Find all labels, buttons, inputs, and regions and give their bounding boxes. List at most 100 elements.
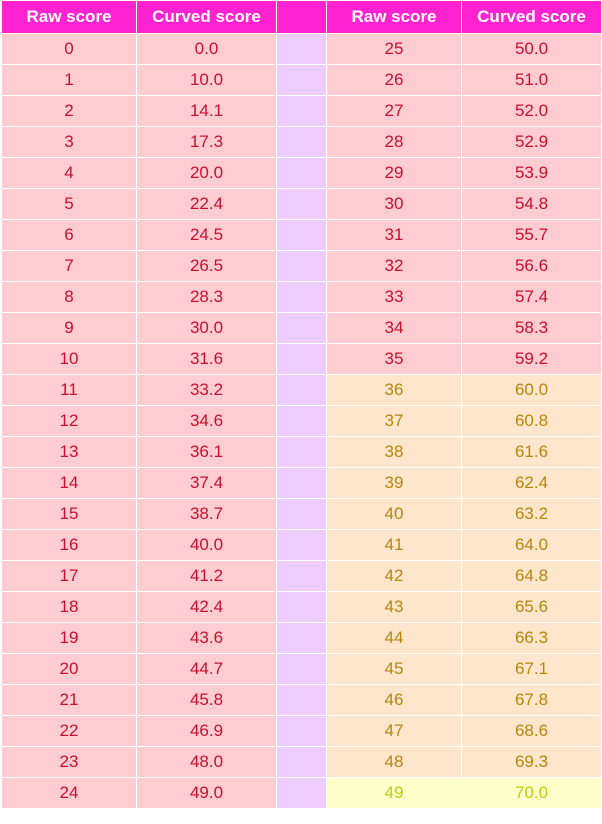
raw-score-cell-right: 48 bbox=[326, 746, 462, 778]
column-divider bbox=[276, 498, 327, 530]
raw-score-cell-left: 11 bbox=[1, 374, 137, 406]
table-row: 18 42.4 43 65.6 bbox=[1, 591, 602, 623]
table-row: 21 45.8 46 67.8 bbox=[1, 684, 602, 716]
curved-score-cell-right: 65.6 bbox=[461, 591, 602, 623]
curved-score-cell-right: 57.4 bbox=[461, 281, 602, 313]
curved-score-cell-right: 52.0 bbox=[461, 95, 602, 127]
table-row: 13 36.1 38 61.6 bbox=[1, 436, 602, 468]
curved-score-cell-right: 60.8 bbox=[461, 405, 602, 437]
table-row: 4 20.0 29 53.9 bbox=[1, 157, 602, 189]
curved-score-cell-right: 60.0 bbox=[461, 374, 602, 406]
curved-score-cell-right: 50.0 bbox=[461, 33, 602, 65]
curved-score-cell-right: 55.7 bbox=[461, 219, 602, 251]
curved-score-cell-right: 58.3 bbox=[461, 312, 602, 344]
raw-score-cell-right: 29 bbox=[326, 157, 462, 189]
column-divider bbox=[276, 746, 327, 778]
curved-score-cell-right: 68.6 bbox=[461, 715, 602, 747]
curved-score-cell-left: 45.8 bbox=[136, 684, 277, 716]
curved-score-cell-right: 52.9 bbox=[461, 126, 602, 158]
raw-score-cell-left: 2 bbox=[1, 95, 137, 127]
curved-score-cell-right: 51.0 bbox=[461, 64, 602, 96]
curved-score-cell-right: 64.0 bbox=[461, 529, 602, 561]
curved-score-cell-left: 20.0 bbox=[136, 157, 277, 189]
table-row: 1 10.0 26 51.0 bbox=[1, 64, 602, 96]
curved-score-cell-left: 31.6 bbox=[136, 343, 277, 375]
column-divider bbox=[276, 157, 327, 189]
curved-score-header-right: Curved score bbox=[461, 0, 602, 34]
table-row: 8 28.3 33 57.4 bbox=[1, 281, 602, 313]
curved-score-cell-left: 14.1 bbox=[136, 95, 277, 127]
column-divider bbox=[276, 436, 327, 468]
column-divider bbox=[276, 405, 327, 437]
raw-score-cell-right: 36 bbox=[326, 374, 462, 406]
raw-score-cell-right: 43 bbox=[326, 591, 462, 623]
table-row: 3 17.3 28 52.9 bbox=[1, 126, 602, 158]
raw-score-cell-left: 7 bbox=[1, 250, 137, 282]
raw-score-cell-right: 41 bbox=[326, 529, 462, 561]
raw-score-cell-right: 49 bbox=[326, 777, 462, 809]
curved-score-cell-right: 66.3 bbox=[461, 622, 602, 654]
table-row: 0 0.0 25 50.0 bbox=[1, 33, 602, 65]
curved-score-cell-left: 26.5 bbox=[136, 250, 277, 282]
raw-score-cell-right: 28 bbox=[326, 126, 462, 158]
table-body: 0 0.0 25 50.0 1 10.0 26 51.0 2 14.1 27 52.0 3 17.3 28 5… bbox=[1, 33, 602, 809]
curved-score-cell-right: 64.8 bbox=[461, 560, 602, 592]
curved-score-cell-right: 53.9 bbox=[461, 157, 602, 189]
column-divider bbox=[276, 622, 327, 654]
table-row: 23 48.0 48 69.3 bbox=[1, 746, 602, 778]
curved-score-cell-right: 69.3 bbox=[461, 746, 602, 778]
raw-score-cell-left: 5 bbox=[1, 188, 137, 220]
curved-score-header-left: Curved score bbox=[136, 0, 277, 34]
table-row: 22 46.9 47 68.6 bbox=[1, 715, 602, 747]
column-divider bbox=[276, 312, 327, 344]
curved-score-cell-left: 46.9 bbox=[136, 715, 277, 747]
column-divider bbox=[276, 126, 327, 158]
table-row: 9 30.0 34 58.3 bbox=[1, 312, 602, 344]
column-divider bbox=[276, 591, 327, 623]
curved-score-cell-right: 67.8 bbox=[461, 684, 602, 716]
raw-score-cell-left: 18 bbox=[1, 591, 137, 623]
curved-score-cell-right: 56.6 bbox=[461, 250, 602, 282]
table-row: 19 43.6 44 66.3 bbox=[1, 622, 602, 654]
curved-score-cell-left: 33.2 bbox=[136, 374, 277, 406]
curved-score-cell-left: 10.0 bbox=[136, 64, 277, 96]
curved-score-cell-left: 34.6 bbox=[136, 405, 277, 437]
table-row: 17 41.2 42 64.8 bbox=[1, 560, 602, 592]
raw-score-cell-right: 34 bbox=[326, 312, 462, 344]
table-row: 11 33.2 36 60.0 bbox=[1, 374, 602, 406]
raw-score-cell-left: 21 bbox=[1, 684, 137, 716]
raw-score-cell-left: 1 bbox=[1, 64, 137, 96]
curved-score-cell-left: 40.0 bbox=[136, 529, 277, 561]
column-divider bbox=[276, 777, 327, 809]
curved-score-cell-left: 37.4 bbox=[136, 467, 277, 499]
curved-score-cell-left: 44.7 bbox=[136, 653, 277, 685]
raw-score-cell-left: 15 bbox=[1, 498, 137, 530]
curved-score-cell-left: 30.0 bbox=[136, 312, 277, 344]
raw-score-cell-left: 20 bbox=[1, 653, 137, 685]
raw-score-cell-left: 12 bbox=[1, 405, 137, 437]
curved-score-cell-left: 42.4 bbox=[136, 591, 277, 623]
curved-score-cell-right: 67.1 bbox=[461, 653, 602, 685]
curved-score-cell-left: 22.4 bbox=[136, 188, 277, 220]
column-divider bbox=[276, 281, 327, 313]
raw-score-cell-left: 8 bbox=[1, 281, 137, 313]
curved-score-cell-left: 43.6 bbox=[136, 622, 277, 654]
table-row: 24 49.0 49 70.0 bbox=[1, 777, 602, 809]
raw-score-header-left: Raw score bbox=[1, 0, 137, 34]
raw-score-cell-left: 13 bbox=[1, 436, 137, 468]
header-divider bbox=[276, 0, 327, 34]
curved-score-cell-right: 59.2 bbox=[461, 343, 602, 375]
column-divider bbox=[276, 95, 327, 127]
raw-score-cell-left: 24 bbox=[1, 777, 137, 809]
table-row: 2 14.1 27 52.0 bbox=[1, 95, 602, 127]
raw-score-cell-left: 9 bbox=[1, 312, 137, 344]
raw-score-cell-left: 14 bbox=[1, 467, 137, 499]
raw-score-cell-left: 10 bbox=[1, 343, 137, 375]
table-row: 12 34.6 37 60.8 bbox=[1, 405, 602, 437]
curved-score-cell-left: 38.7 bbox=[136, 498, 277, 530]
raw-score-cell-left: 6 bbox=[1, 219, 137, 251]
raw-score-cell-right: 38 bbox=[326, 436, 462, 468]
raw-score-cell-left: 22 bbox=[1, 715, 137, 747]
raw-score-cell-right: 39 bbox=[326, 467, 462, 499]
